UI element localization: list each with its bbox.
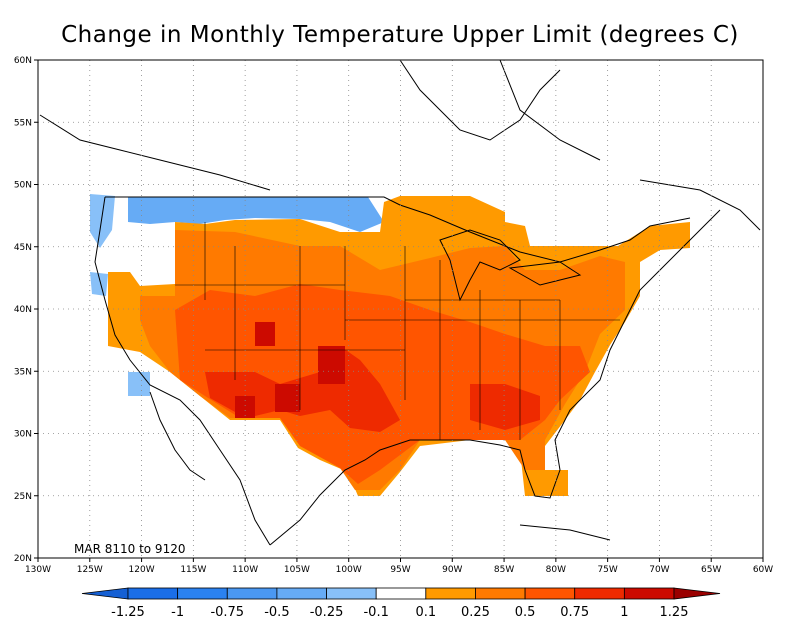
colorbar-swatch — [574, 587, 625, 600]
y-tick-label: 35N — [14, 367, 32, 377]
x-tick-label: 70W — [649, 565, 669, 575]
y-tick-label: 55N — [14, 118, 32, 128]
cuba — [519, 524, 611, 541]
warm-region-peak-2 — [318, 346, 345, 384]
colorbar-label: 1 — [620, 605, 628, 618]
y-tick-label: 45N — [14, 243, 32, 253]
warm-region-peak — [255, 322, 275, 346]
great-lakes — [439, 229, 582, 302]
colorbar-label: -1 — [171, 605, 184, 618]
graticule — [38, 60, 763, 558]
us-canada-border — [105, 196, 691, 263]
x-axis: 130W 125W 120W 115W 110W 105W 100W 95W 90W 85W 80W… — [25, 558, 773, 575]
colorbar-label: -0.1 — [363, 605, 388, 618]
warm-region-strong — [175, 284, 590, 484]
coastline-layer — [39, 60, 761, 546]
x-tick-label: 85W — [494, 565, 514, 575]
y-tick-label: 40N — [14, 305, 32, 315]
colorbar-label: 1.25 — [660, 605, 689, 618]
cool-region-west — [90, 194, 115, 248]
y-axis: 20N 25N 30N 35N 40N 45N 50N 55N 60N — [14, 56, 38, 564]
cool-region-coast — [90, 272, 108, 296]
gulf-coast — [269, 209, 721, 546]
warm-region-peak-3 — [275, 384, 300, 412]
period-annotation: MAR 8110 to 9120 — [74, 542, 185, 556]
colorbar-under-arrow — [81, 587, 129, 600]
x-tick-label: 130W — [25, 565, 51, 575]
colorbar-label: 0.5 — [515, 605, 536, 618]
colorbar-swatch — [524, 587, 576, 600]
colorbar-swatch — [127, 587, 179, 600]
y-tick-label: 50N — [14, 181, 32, 191]
colorbar-swatch — [475, 587, 526, 600]
colorbar-swatch — [375, 587, 427, 600]
colorbar-swatch — [177, 587, 228, 600]
y-tick-label: 30N — [14, 430, 32, 440]
west-coast — [94, 196, 271, 546]
x-tick-label: 95W — [390, 565, 410, 575]
colorbar-swatch — [326, 587, 377, 600]
colorbar-label: 0.25 — [461, 605, 490, 618]
x-tick-label: 80W — [546, 565, 566, 575]
colorbar-label: 0.1 — [415, 605, 436, 618]
colorbar-label: -0.5 — [264, 605, 289, 618]
y-tick-label: 25N — [14, 492, 32, 502]
hudson-bay — [399, 60, 561, 141]
colorbar-swatch — [425, 587, 476, 600]
colorbar-label: -0.75 — [210, 605, 244, 618]
y-tick-label: 20N — [14, 554, 32, 564]
baja-peninsula — [149, 391, 206, 481]
warm-region-hot-east — [470, 384, 540, 430]
cool-region-baja — [128, 372, 150, 396]
colorbar-swatch — [623, 587, 675, 600]
colorbar-swatch — [226, 587, 278, 600]
x-tick-label: 120W — [129, 565, 155, 575]
warm-region-peak-4 — [235, 396, 255, 418]
y-tick-label: 60N — [14, 56, 32, 66]
x-tick-label: 60W — [753, 565, 773, 575]
x-tick-label: 125W — [77, 565, 103, 575]
x-tick-label: 110W — [232, 565, 258, 575]
map-title: Change in Monthly Temperature Upper Limi… — [61, 22, 739, 48]
colorbar: -1.25 -1 -0.75 -0.5 -0.25 -0.1 0.1 0.25 0.5 0.75 1… — [81, 587, 721, 618]
x-tick-label: 115W — [180, 565, 206, 575]
colorbar-swatch — [276, 587, 327, 600]
state-borders — [175, 222, 620, 440]
x-tick-label: 90W — [442, 565, 462, 575]
temperature-fill-layer — [90, 194, 690, 496]
colorbar-label: -0.25 — [310, 605, 344, 618]
colorbar-label: -1.25 — [111, 605, 145, 618]
x-tick-label: 100W — [336, 565, 362, 575]
colorbar-over-arrow — [673, 587, 721, 600]
canada-north-coast — [39, 60, 761, 231]
x-tick-label: 105W — [284, 565, 310, 575]
colorbar-label: 0.75 — [560, 605, 589, 618]
x-tick-label: 65W — [701, 565, 721, 575]
x-tick-label: 75W — [597, 565, 617, 575]
